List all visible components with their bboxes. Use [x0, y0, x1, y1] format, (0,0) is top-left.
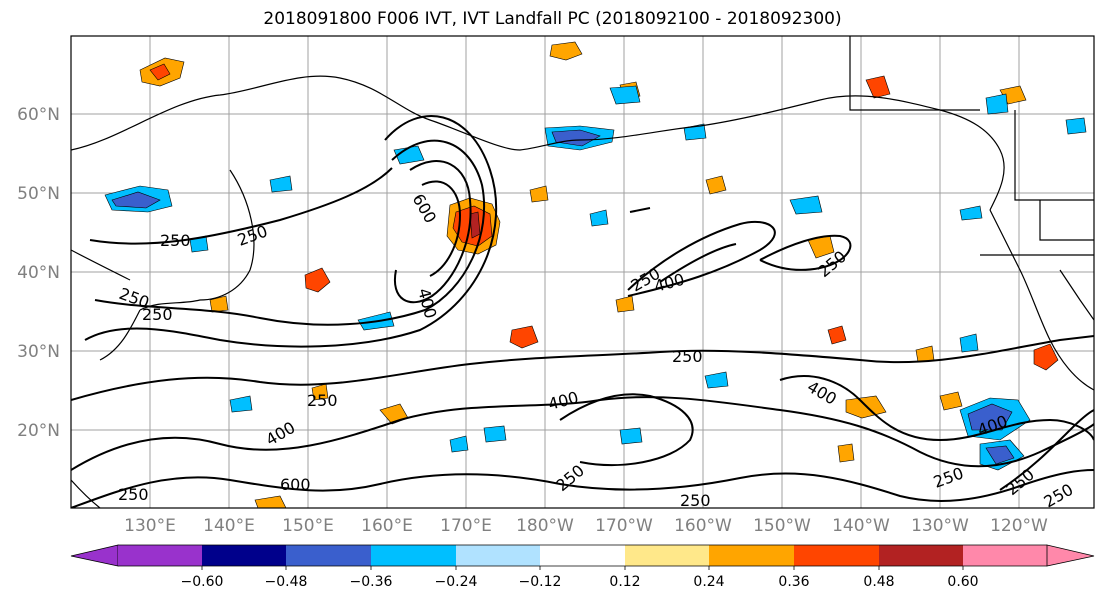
lon-label: 150°E	[282, 516, 334, 536]
contour-label: 250	[118, 485, 149, 504]
lon-labels: 130°E 140°E 150°E 160°E 170°E 180°W 170°…	[124, 516, 1048, 536]
colorbar-tick-label: 0.48	[863, 574, 894, 590]
colorbar-tick-label: −0.48	[265, 574, 308, 590]
pc-shading	[104, 41, 1087, 508]
lon-label: 180°W	[516, 516, 574, 536]
contour-label: 250	[142, 305, 173, 324]
coastlines	[71, 36, 1094, 508]
lon-label: 120°W	[990, 516, 1048, 536]
lon-label: 170°E	[440, 516, 492, 536]
lat-label: 60°N	[17, 105, 60, 125]
colorbar-tick-label: −0.36	[350, 574, 393, 590]
map-title: 2018091800 F006 IVT, IVT Landfall PC (20…	[263, 9, 842, 29]
lon-label: 160°E	[361, 516, 413, 536]
colorbar-segment	[709, 545, 794, 566]
colorbar-segment	[625, 545, 709, 566]
contour-label: 250	[672, 347, 703, 366]
colorbar-segment	[371, 545, 456, 566]
lat-label: 50°N	[17, 184, 60, 204]
lat-labels: 60°N 50°N 40°N 30°N 20°N	[17, 105, 60, 441]
colorbar-segment	[963, 545, 1047, 566]
colorbar-tick-label: 0.12	[609, 574, 640, 590]
colorbar-tick-label: −0.24	[435, 574, 478, 590]
map-border	[70, 35, 1095, 509]
colorbar-tick-label: 0.60	[947, 574, 978, 590]
colorbar: −0.60 −0.48 −0.36 −0.24 −0.12 0.12 0.24 …	[70, 544, 1095, 590]
lon-label: 140°W	[832, 516, 890, 536]
lon-label: 130°E	[124, 516, 176, 536]
lon-label: 130°W	[911, 516, 969, 536]
contour-label: 600	[280, 475, 311, 494]
lat-label: 30°N	[17, 342, 60, 362]
colorbar-tick-label: −0.60	[181, 574, 224, 590]
colorbar-tick-label: −0.12	[519, 574, 562, 590]
colorbar-segment	[286, 545, 371, 566]
gridlines	[71, 36, 1094, 508]
colorbar-segment	[540, 545, 625, 566]
colorbar-tick-label: 0.24	[693, 574, 724, 590]
contour-label: 250	[680, 491, 711, 510]
lat-label: 20°N	[17, 421, 60, 441]
colorbar-segment	[456, 545, 540, 566]
lon-label: 140°E	[203, 516, 255, 536]
colorbar-tick-label: 0.36	[778, 574, 809, 590]
colorbar-right-extend	[1046, 544, 1095, 567]
contour-label: 250	[307, 391, 338, 410]
lon-label: 150°W	[753, 516, 811, 536]
contour-label: 250	[160, 231, 191, 250]
lon-label: 160°W	[674, 516, 732, 536]
colorbar-segment	[879, 545, 963, 566]
colorbar-segment	[118, 545, 202, 566]
colorbar-segment	[202, 545, 286, 566]
lat-label: 40°N	[17, 263, 60, 283]
ivt-contours	[71, 115, 1094, 508]
lon-label: 170°W	[595, 516, 653, 536]
colorbar-left-extend	[70, 544, 119, 567]
colorbar-segment	[794, 545, 879, 566]
